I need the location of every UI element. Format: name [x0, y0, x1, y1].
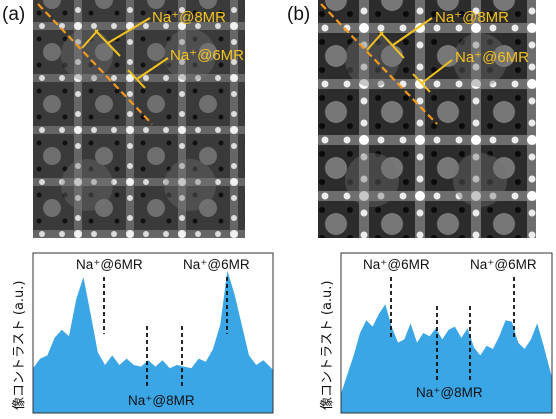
- plot-b-ylabel: 像コントラスト (a.u.): [320, 281, 335, 411]
- dashed-cut-line-a: [37, 3, 153, 125]
- label-8mr-a: Na⁺@8MR: [152, 9, 226, 26]
- plot-b-label-6mr-left: Na⁺@6MR: [363, 257, 430, 272]
- dashed-cut-line-b: [320, 3, 438, 125]
- label-6mr-b: Na⁺@6MR: [455, 49, 529, 66]
- bracket-8mr-b: [366, 31, 405, 59]
- tem-image-a: [33, 0, 245, 238]
- bracket-8mr-a: [81, 29, 121, 57]
- label-6mr-a: Na⁺@6MR: [170, 47, 244, 64]
- area-series-a: [33, 270, 273, 413]
- plot-a-label-6mr-right: Na⁺@6MR: [183, 257, 250, 272]
- plot-b-label-6mr-right: Na⁺@6MR: [470, 257, 537, 272]
- tem-image-b: [318, 0, 536, 238]
- bracket-6mr-b: [412, 73, 431, 93]
- bracket-6mr-a: [127, 69, 146, 89]
- area-series-b: [341, 304, 552, 413]
- label-8mr-b: Na⁺@8MR: [435, 9, 509, 26]
- panel-label-a: (a): [2, 4, 25, 25]
- plot-b: Na⁺@6MR Na⁺@6MR Na⁺@8MR 像コントラスト (a.u.): [320, 252, 553, 414]
- plot-a-label-6mr-left: Na⁺@6MR: [76, 257, 143, 272]
- plot-a: Na⁺@6MR Na⁺@6MR Na⁺@8MR 像コントラスト (a.u.): [12, 252, 274, 414]
- plot-a-label-8mr: Na⁺@8MR: [128, 393, 195, 408]
- plot-a-ylabel: 像コントラスト (a.u.): [12, 281, 27, 411]
- panel-label-b: (b): [287, 4, 310, 25]
- plot-b-label-8mr: Na⁺@8MR: [416, 385, 483, 400]
